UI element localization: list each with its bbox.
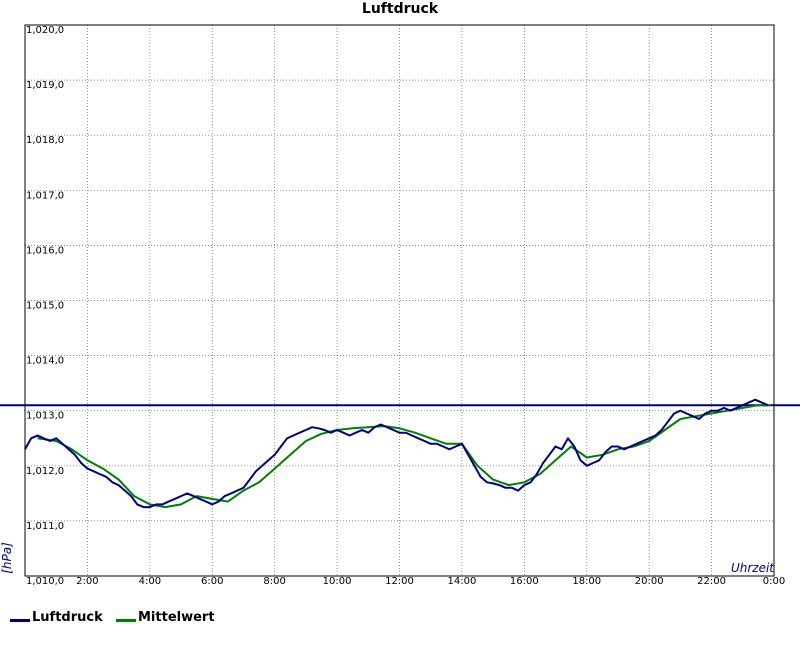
- y-tick-label: 1,018,0: [26, 135, 64, 146]
- x-tick-label: 6:00: [201, 576, 223, 587]
- x-tick-label: 0:00: [763, 576, 785, 587]
- x-tick-label: 2:00: [76, 576, 98, 587]
- y-tick-label: 1,020,0: [26, 25, 64, 36]
- legend-swatch-mittelwert: [116, 618, 136, 622]
- tick-labels: 1,010,0 1,011,0 1,012,0 1,013,0 1,014,0 1,015…: [26, 25, 785, 587]
- legend-label-luftdruck: Luftdruck: [32, 609, 103, 625]
- y-tick-label: 1,019,0: [26, 80, 64, 91]
- y-tick-label: 1,011,0: [26, 521, 64, 532]
- plot-frame: [24, 24, 775, 577]
- y-tick-label: 1,015,0: [26, 301, 64, 312]
- series-lines: [24, 398, 771, 509]
- y-axis-label: [hPa]: [0, 542, 14, 574]
- chart-title: Luftdruck: [362, 1, 439, 17]
- x-tick-label: 14:00: [448, 576, 477, 587]
- x-tick-label: 20:00: [635, 576, 664, 587]
- x-tick-label: 4:00: [139, 576, 161, 587]
- x-tick-label: 10:00: [323, 576, 352, 587]
- x-tick-label: 18:00: [572, 576, 601, 587]
- y-tick-label: 1,014,0: [26, 356, 64, 367]
- legend-swatch-luftdruck: [10, 618, 30, 622]
- y-tick-label: 1,017,0: [26, 190, 64, 201]
- y-tick-label: 1,013,0: [26, 411, 64, 422]
- y-tick-label: 1,016,0: [26, 245, 64, 256]
- series-line-luftdruck: [24, 398, 769, 509]
- legend-label-mittelwert: Mittelwert: [138, 609, 215, 625]
- x-axis-label: Uhrzeit: [731, 561, 775, 575]
- x-tick-label: 22:00: [697, 576, 726, 587]
- y-tick-label: 1,010,0: [26, 576, 64, 587]
- x-tick-label: 16:00: [510, 576, 539, 587]
- legend-item-luftdruck: Luftdruck: [10, 608, 103, 626]
- legend-item-mittelwert: Mittelwert: [116, 608, 215, 626]
- series-line-mittelwert: [37, 404, 771, 509]
- grid-lines: [25, 25, 774, 576]
- x-tick-label: 12:00: [385, 576, 414, 587]
- y-tick-label: 1,012,0: [26, 466, 64, 477]
- x-tick-label: 8:00: [263, 576, 285, 587]
